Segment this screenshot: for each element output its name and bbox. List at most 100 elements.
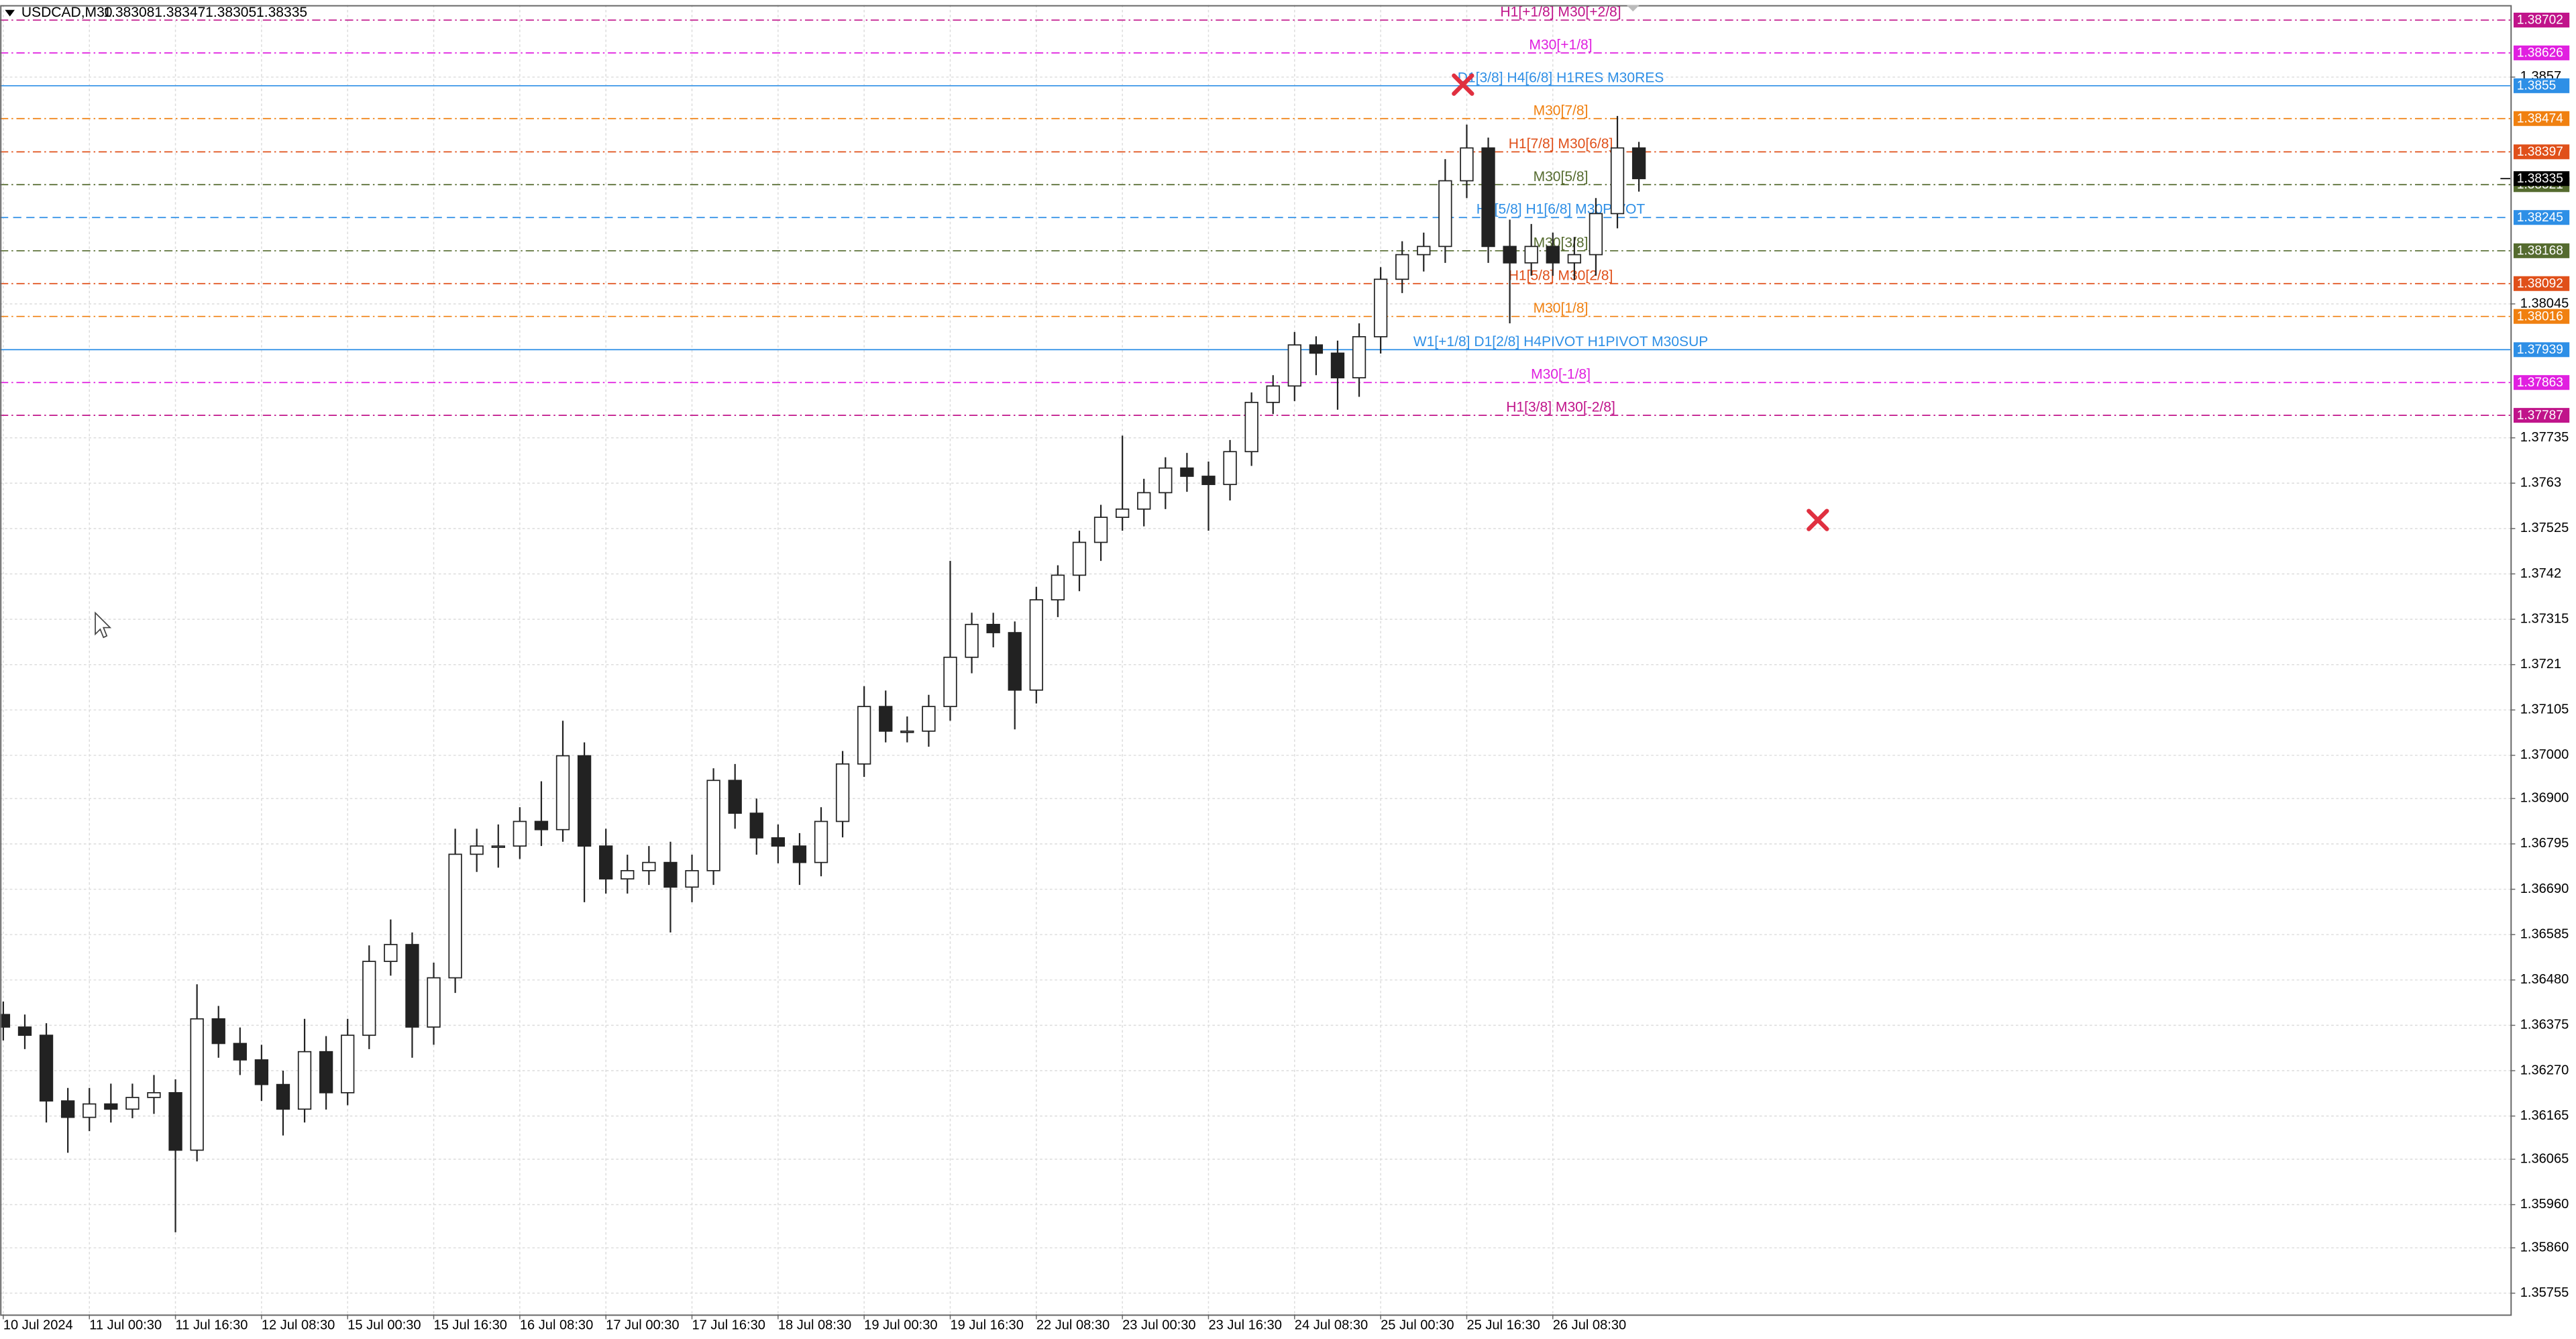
y-tick-label: 1.36375 xyxy=(2520,1018,2569,1032)
y-tick-label: 1.38045 xyxy=(2520,296,2569,311)
candle-body xyxy=(83,1103,97,1118)
candle-body xyxy=(1137,492,1151,510)
y-tick-label: 1.36585 xyxy=(2520,926,2569,941)
x-tick-label: 23 Jul 16:30 xyxy=(1208,1318,1281,1333)
candle-body xyxy=(60,1100,75,1118)
candle-body xyxy=(17,1026,32,1036)
grid xyxy=(0,5,2511,1315)
y-tick-label: 1.37000 xyxy=(2520,747,2569,762)
level-label: H4[5/8] H1[6/8] M30PIVOT xyxy=(1477,202,1646,217)
symbol: USDCAD,M30 xyxy=(21,5,113,20)
y-tick-label: 1.36065 xyxy=(2520,1151,2569,1166)
candle-body xyxy=(534,820,549,831)
candle-body xyxy=(1223,451,1237,486)
candles xyxy=(0,115,1646,1232)
price-box xyxy=(2513,144,2570,160)
level-label: D1[3/8] H4[6/8] H1RES M30RES xyxy=(1458,70,1664,85)
price-box xyxy=(2513,276,2570,291)
candle-body xyxy=(491,845,505,848)
candle-body xyxy=(900,731,914,733)
candle-body xyxy=(1287,344,1301,387)
candle-body xyxy=(1503,246,1517,264)
candle-body xyxy=(685,870,699,888)
x-tick-label: 15 Jul 16:30 xyxy=(434,1318,507,1333)
candle-body xyxy=(405,944,419,1028)
header-open: 1.38308 xyxy=(103,5,154,20)
level-label: M30[+1/8] xyxy=(1529,37,1592,52)
candle-body xyxy=(835,763,850,822)
candle-body xyxy=(341,1034,355,1093)
x-tick-label: 26 Jul 08:30 xyxy=(1553,1318,1626,1333)
candle-body xyxy=(254,1059,269,1085)
price-box-label: 1.38016 xyxy=(2517,309,2563,323)
candle-body xyxy=(168,1092,182,1151)
y-tick-label: 1.3721 xyxy=(2520,657,2561,672)
y-tick-label: 1.3763 xyxy=(2520,476,2561,490)
candle-body xyxy=(1567,254,1582,264)
candle-body xyxy=(276,1083,290,1110)
level-label: W1[+1/8] D1[2/8] H4PIVOT H1PIVOT M30SUP xyxy=(1413,334,1709,350)
price-box-label: 1.38626 xyxy=(2517,46,2563,60)
candle-body xyxy=(749,812,763,839)
x-tick-label: 16 Jul 08:30 xyxy=(520,1318,593,1333)
x-tick-label: 15 Jul 00:30 xyxy=(347,1318,421,1333)
y-tick-label: 1.37525 xyxy=(2520,521,2569,535)
y-tick-label: 1.36270 xyxy=(2520,1063,2569,1077)
level-label: M30[7/8] xyxy=(1534,103,1589,118)
x-tick-label: 23 Jul 00:30 xyxy=(1122,1318,1195,1333)
price-box xyxy=(2513,111,2570,126)
x-tick-label: 25 Jul 16:30 xyxy=(1466,1318,1540,1333)
y-tick-label: 1.37735 xyxy=(2520,430,2569,445)
price-box-label: 1.38702 xyxy=(2517,13,2563,28)
candle-body xyxy=(319,1051,333,1093)
price-box xyxy=(2513,309,2570,324)
price-box xyxy=(2513,342,2570,358)
candle-body xyxy=(599,845,613,879)
y-tick-label: 1.37105 xyxy=(2520,702,2569,717)
shift-marker xyxy=(1626,5,1640,12)
candle-body xyxy=(1330,352,1345,378)
candle-body xyxy=(1417,246,1431,256)
candle-body xyxy=(1373,278,1388,337)
candle-body xyxy=(297,1051,312,1110)
y-tick-label: 1.35755 xyxy=(2520,1285,2569,1300)
candle-body xyxy=(1180,467,1194,477)
price-box-label: 1.37939 xyxy=(2517,343,2563,357)
header-close: 1.38335 xyxy=(256,5,307,20)
x-tick-label: 19 Jul 16:30 xyxy=(950,1318,1023,1333)
candle-body xyxy=(384,944,398,962)
candle-body xyxy=(642,861,656,871)
candle-body xyxy=(233,1042,247,1061)
candle-body xyxy=(728,780,742,814)
price-box-label: 1.37863 xyxy=(2517,376,2563,390)
candle-body xyxy=(1159,467,1173,494)
cross-marker xyxy=(1807,508,1829,531)
candle-body xyxy=(1395,254,1409,280)
plot-frame xyxy=(0,5,2512,1316)
candle-body xyxy=(1072,541,1087,576)
candle-body xyxy=(771,837,785,847)
candle-body xyxy=(555,755,570,831)
price-box-label: 1.38168 xyxy=(2517,244,2563,258)
candle-body xyxy=(362,961,376,1036)
price-box-label: 1.3855 xyxy=(2517,79,2556,93)
level-label: H1[5/8] M30[2/8] xyxy=(1509,268,1613,283)
price-box xyxy=(2513,45,2570,60)
level-label: M30[3/8] xyxy=(1534,235,1589,250)
cross-marker xyxy=(1452,73,1474,96)
y-tick-label: 1.36900 xyxy=(2520,791,2569,806)
x-tick-label: 10 Jul 2024 xyxy=(3,1318,73,1333)
header-high: 1.38347 xyxy=(154,5,205,20)
menu-arrow xyxy=(5,9,15,17)
candle-body xyxy=(1438,180,1452,248)
candle-body xyxy=(0,1014,11,1028)
price-axis: 1.38571.380451.377351.37631.375251.37421… xyxy=(3,12,2570,1333)
candle-body xyxy=(792,845,807,863)
price-box-label: 1.37787 xyxy=(2517,409,2563,423)
candle-body xyxy=(965,623,979,658)
x-tick-label: 18 Jul 08:30 xyxy=(778,1318,851,1333)
x-tick-label: 24 Jul 08:30 xyxy=(1295,1318,1368,1333)
current-price-box xyxy=(2513,171,2570,186)
